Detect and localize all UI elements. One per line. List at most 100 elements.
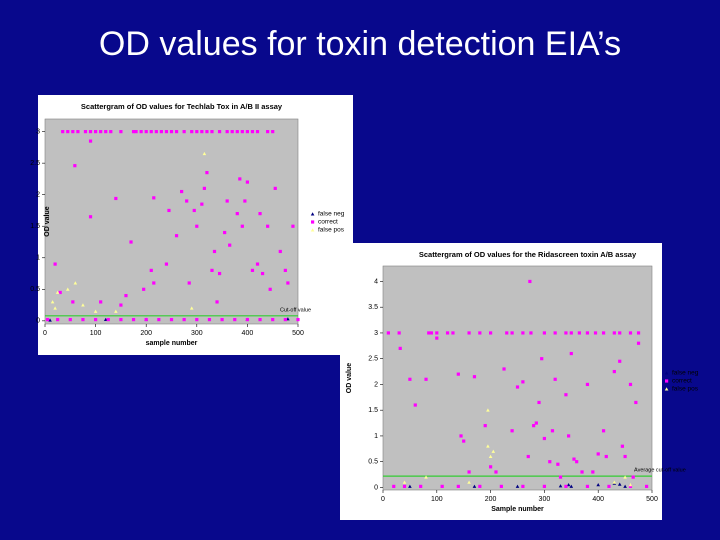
point xyxy=(521,380,525,384)
point xyxy=(510,429,514,433)
point xyxy=(567,434,571,438)
point xyxy=(134,130,138,134)
x-tick-label: 500 xyxy=(646,496,658,503)
point xyxy=(278,249,282,254)
point xyxy=(591,470,595,474)
point xyxy=(628,484,633,488)
point xyxy=(532,424,536,428)
point xyxy=(521,484,525,488)
point xyxy=(56,317,60,322)
point xyxy=(48,318,52,322)
point xyxy=(200,202,204,206)
point xyxy=(185,199,189,203)
point xyxy=(189,306,194,310)
point xyxy=(618,359,622,363)
legend-label: false pos xyxy=(318,227,345,234)
point xyxy=(286,281,290,285)
point xyxy=(521,331,525,335)
point xyxy=(612,331,616,335)
point xyxy=(50,300,55,304)
point xyxy=(45,317,50,322)
point xyxy=(169,317,174,322)
point xyxy=(569,484,574,488)
point xyxy=(71,130,75,134)
point xyxy=(550,429,555,433)
point xyxy=(467,470,471,474)
point xyxy=(623,454,627,459)
point xyxy=(169,130,174,134)
point xyxy=(114,309,118,313)
x-tick-label: 400 xyxy=(592,496,604,503)
point xyxy=(76,130,80,134)
point xyxy=(149,130,153,134)
point xyxy=(601,429,606,433)
point xyxy=(260,271,265,276)
x-tick-label: 300 xyxy=(191,330,203,337)
point xyxy=(478,484,482,488)
point xyxy=(225,199,229,203)
point xyxy=(628,382,633,387)
point xyxy=(593,331,598,335)
y-tick-label: 1.5 xyxy=(368,407,378,414)
point xyxy=(623,475,627,479)
point xyxy=(273,186,277,190)
point xyxy=(628,483,633,487)
y-tick-label: 1.5 xyxy=(30,223,40,230)
point xyxy=(283,268,287,272)
point xyxy=(486,444,490,448)
point xyxy=(258,317,262,322)
point xyxy=(217,130,222,134)
y-tick-label: 2.5 xyxy=(368,356,378,363)
point xyxy=(106,317,110,322)
point xyxy=(164,262,169,266)
point xyxy=(424,377,428,381)
point xyxy=(566,483,571,487)
y-tick-label: 0 xyxy=(374,484,378,491)
point xyxy=(553,377,557,381)
point xyxy=(152,196,156,200)
point xyxy=(144,317,148,322)
y-tick-label: 0.5 xyxy=(30,286,40,293)
point xyxy=(296,317,300,322)
legend-label: false neg xyxy=(318,211,345,218)
point xyxy=(526,454,530,459)
point xyxy=(483,424,487,428)
point xyxy=(142,287,146,291)
point xyxy=(604,454,608,459)
point xyxy=(528,279,532,284)
point xyxy=(240,130,244,134)
point xyxy=(55,290,60,294)
point xyxy=(73,281,78,285)
point xyxy=(103,317,108,322)
point xyxy=(266,224,270,228)
y-tick-label: 0.5 xyxy=(368,459,378,466)
point xyxy=(556,462,560,466)
point xyxy=(612,480,617,484)
point xyxy=(564,393,568,397)
point xyxy=(607,484,611,488)
point xyxy=(88,215,93,219)
point xyxy=(558,475,563,479)
point xyxy=(187,281,191,285)
y-tick-label: 2 xyxy=(36,192,40,199)
point xyxy=(585,484,590,488)
x-tick-label: 200 xyxy=(485,496,497,503)
point xyxy=(617,482,622,486)
point xyxy=(164,130,169,134)
y-tick-label: 3.5 xyxy=(368,304,378,311)
point xyxy=(456,484,460,488)
point xyxy=(268,287,272,291)
point xyxy=(435,336,439,340)
point xyxy=(618,331,622,335)
point xyxy=(413,403,417,407)
x-axis-label: sample number xyxy=(146,340,198,347)
point xyxy=(124,294,128,298)
point xyxy=(94,317,98,322)
point xyxy=(462,439,466,443)
point xyxy=(94,130,98,134)
point xyxy=(467,331,471,335)
point xyxy=(548,460,552,464)
point xyxy=(478,331,482,335)
point xyxy=(195,224,199,228)
x-tick-label: 400 xyxy=(242,330,254,337)
